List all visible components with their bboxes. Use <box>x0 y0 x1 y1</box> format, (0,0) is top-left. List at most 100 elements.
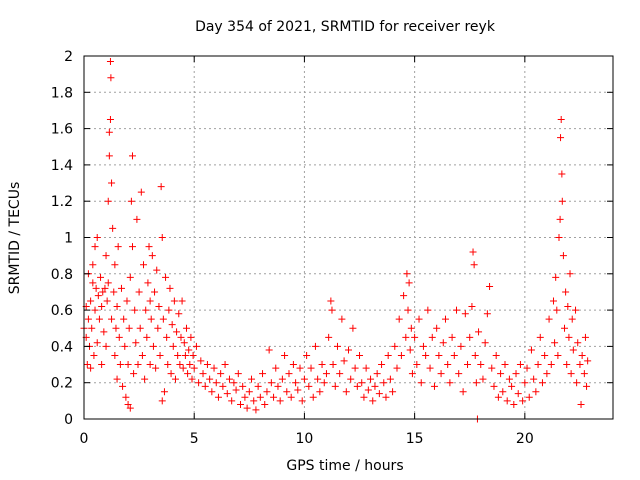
data-point <box>417 379 425 387</box>
data-point <box>559 252 567 260</box>
data-point <box>578 351 586 359</box>
data-point <box>278 375 286 383</box>
data-point <box>514 390 522 398</box>
data-point <box>108 315 116 323</box>
data-point <box>93 234 101 241</box>
data-point <box>210 364 218 372</box>
data-point <box>156 351 164 359</box>
data-point <box>488 364 496 372</box>
data-point <box>519 397 527 405</box>
x-tick-label: 10 <box>296 431 314 447</box>
y-tick-label: 0 <box>64 412 73 428</box>
data-point <box>395 315 403 323</box>
data-point <box>97 273 105 281</box>
data-point <box>109 224 117 232</box>
data-point <box>212 379 220 387</box>
data-point <box>549 297 557 305</box>
data-point <box>175 310 183 318</box>
data-point <box>367 375 375 383</box>
data-point <box>316 388 324 396</box>
data-point <box>100 328 108 336</box>
data-point <box>450 351 458 359</box>
data-point <box>157 183 165 191</box>
data-point <box>105 128 113 136</box>
data-point <box>241 393 249 401</box>
data-point <box>300 375 308 383</box>
data-point <box>492 351 500 359</box>
data-point <box>470 261 478 269</box>
data-point <box>532 388 540 396</box>
data-point <box>558 197 566 205</box>
data-point <box>307 364 315 372</box>
data-point <box>439 339 447 347</box>
data-point <box>356 351 364 359</box>
x-tick-label: 20 <box>516 431 534 447</box>
data-point <box>318 361 326 369</box>
data-point <box>400 292 408 300</box>
data-point <box>580 370 588 378</box>
data-point <box>104 279 112 287</box>
data-point <box>102 252 110 260</box>
data-point <box>397 351 405 359</box>
data-point <box>136 324 144 332</box>
data-point <box>497 370 505 378</box>
data-point <box>239 382 247 390</box>
data-point <box>130 370 138 378</box>
data-point <box>479 375 487 383</box>
data-point <box>132 339 140 347</box>
data-point <box>342 388 350 396</box>
data-point <box>93 339 101 347</box>
data-point <box>556 215 564 223</box>
data-point <box>208 388 216 396</box>
data-point <box>87 297 95 305</box>
x-tick-label: 0 <box>80 431 89 447</box>
data-point <box>338 315 346 323</box>
data-point <box>98 302 106 310</box>
data-point <box>501 361 509 369</box>
data-point <box>435 351 443 359</box>
data-point <box>125 324 133 332</box>
data-point <box>195 379 203 387</box>
data-points <box>80 57 592 423</box>
data-point <box>167 370 175 378</box>
data-point <box>149 342 157 350</box>
data-point <box>404 306 412 314</box>
data-point <box>234 370 242 378</box>
data-point <box>552 273 560 281</box>
data-point <box>371 382 379 390</box>
data-point <box>133 215 141 223</box>
data-point <box>188 375 196 383</box>
data-point <box>448 333 456 341</box>
data-point <box>305 382 313 390</box>
data-point <box>159 315 167 323</box>
data-point <box>113 375 121 383</box>
data-point <box>116 361 124 369</box>
y-tick-label: 1.6 <box>51 122 73 138</box>
y-tick-label: 1 <box>64 231 73 247</box>
data-point <box>516 361 524 369</box>
data-point <box>267 379 275 387</box>
data-point <box>283 388 291 396</box>
data-point <box>534 361 542 369</box>
y-tick-label: 0.6 <box>51 303 73 319</box>
data-point <box>358 379 366 387</box>
data-point <box>477 361 485 369</box>
data-point <box>553 306 561 314</box>
data-point <box>219 382 227 390</box>
data-point <box>143 333 151 341</box>
data-point <box>173 328 181 336</box>
x-tick-label: 5 <box>190 431 199 447</box>
y-tick-label: 1.2 <box>51 194 73 210</box>
data-point <box>127 197 135 205</box>
data-point <box>563 361 571 369</box>
data-point <box>433 324 441 332</box>
data-point <box>126 273 134 281</box>
data-point <box>206 375 214 383</box>
y-tick-label: 1.4 <box>51 158 73 174</box>
data-point <box>573 379 581 387</box>
data-point <box>178 297 186 305</box>
data-point <box>171 375 179 383</box>
data-point <box>329 361 337 369</box>
data-point <box>225 375 233 383</box>
